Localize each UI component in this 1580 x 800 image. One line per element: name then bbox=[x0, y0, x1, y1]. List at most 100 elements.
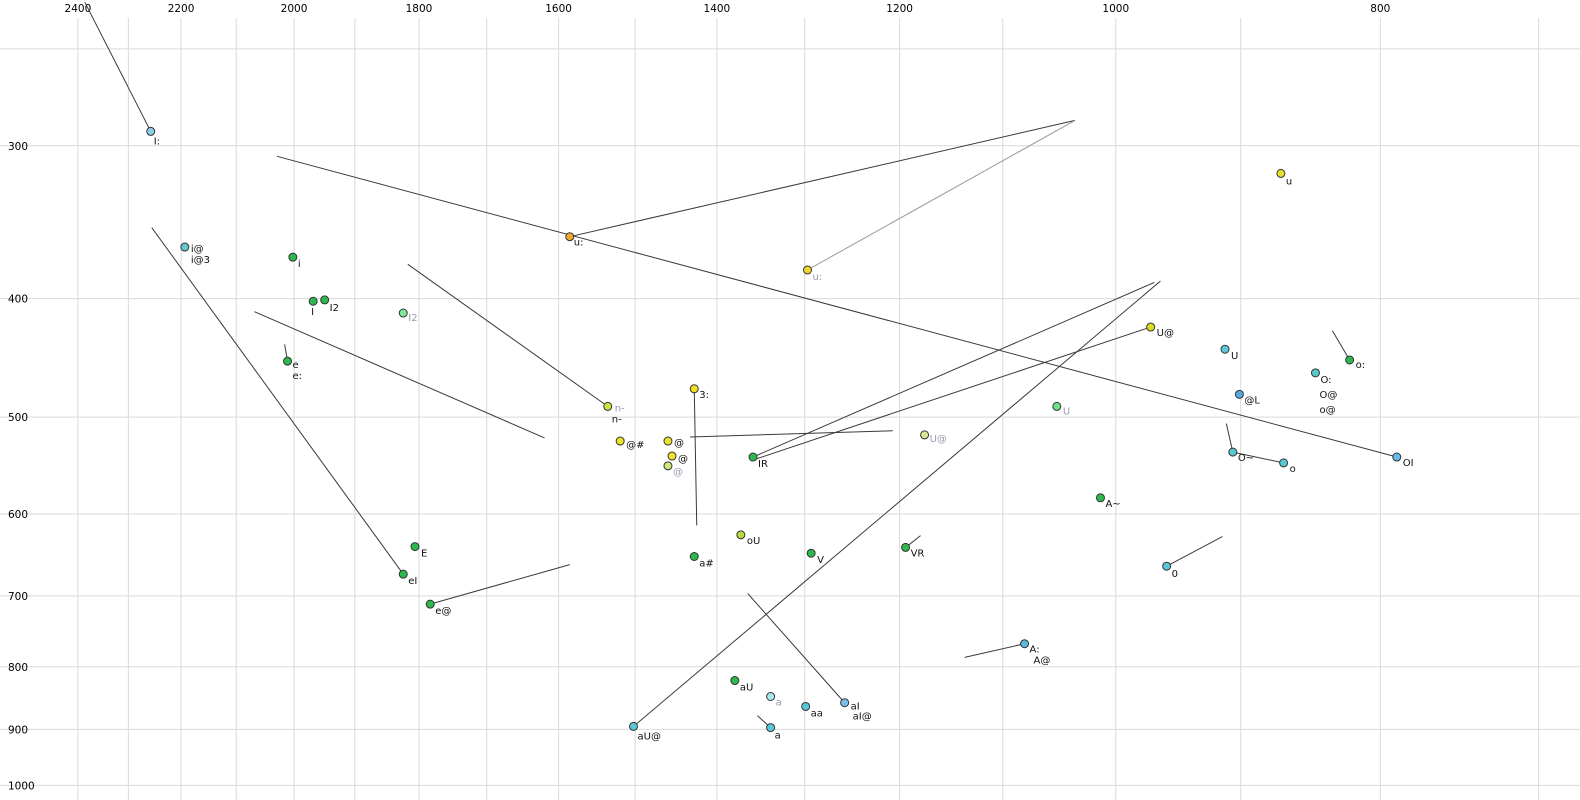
vowel-point-label: aU@ bbox=[638, 731, 661, 742]
vowel-point-label: U bbox=[1231, 351, 1238, 362]
vowel-point bbox=[748, 452, 758, 462]
vowel-point-label: @ bbox=[678, 454, 688, 465]
vowel-point bbox=[410, 542, 420, 552]
vowel-point-label: O: bbox=[1320, 375, 1331, 386]
vowel-point bbox=[629, 721, 639, 731]
x-tick-label: 1000 bbox=[1102, 3, 1129, 15]
trajectory-line bbox=[693, 388, 698, 526]
vowel-point bbox=[736, 530, 746, 540]
vowel-point-label: e@ bbox=[435, 606, 451, 617]
vowel-point-label: @ bbox=[673, 467, 683, 478]
vowel-point bbox=[667, 451, 677, 461]
vowel-point-label: O@ bbox=[1319, 390, 1337, 401]
vowel-point bbox=[1020, 639, 1030, 649]
x-tick-label: 1200 bbox=[886, 3, 913, 15]
trajectory-line bbox=[1166, 536, 1223, 567]
vowel-point-label: A~ bbox=[1105, 499, 1120, 510]
vowel-point bbox=[283, 356, 293, 366]
vowel-point bbox=[806, 548, 816, 558]
y-tick-label: 500 bbox=[8, 412, 28, 424]
vowel-point-label: e: bbox=[293, 371, 303, 382]
x-tick-label: 2200 bbox=[168, 3, 195, 15]
vowel-point-label: @ bbox=[674, 438, 684, 449]
vowel-point-label: A@ bbox=[1034, 656, 1051, 667]
y-tick-label: 1000 bbox=[8, 780, 35, 792]
x-tick-label: 1400 bbox=[704, 3, 731, 15]
vowel-point bbox=[1162, 561, 1172, 571]
vowel-point bbox=[288, 252, 298, 262]
vowel-point-label: VR bbox=[911, 548, 925, 559]
trajectory-line bbox=[964, 643, 1025, 658]
vowel-point-label: i@ bbox=[191, 244, 204, 255]
vowel-point-label: eI bbox=[408, 576, 417, 587]
vowel-point bbox=[689, 551, 699, 561]
trajectory-line bbox=[1225, 423, 1234, 453]
vowel-point-label: a# bbox=[699, 558, 714, 569]
vowel-point bbox=[730, 676, 740, 686]
vowel-point-label: V bbox=[817, 555, 824, 566]
trajectory-line bbox=[84, 2, 152, 132]
vowel-point-label: u: bbox=[574, 238, 584, 249]
vowel-point-label: 0 bbox=[1172, 569, 1178, 580]
vowel-point bbox=[766, 691, 776, 701]
vowel-point bbox=[1392, 452, 1402, 462]
vowel-point bbox=[801, 701, 811, 711]
vowel-point bbox=[1052, 401, 1062, 411]
x-tick-label: 1600 bbox=[545, 3, 572, 15]
trajectory-line bbox=[1331, 330, 1351, 361]
trajectory-line bbox=[151, 227, 404, 575]
vowel-point-label: e bbox=[293, 360, 299, 371]
trajectory-line bbox=[752, 326, 1151, 461]
vowel-point-label: aI bbox=[851, 702, 860, 713]
vowel-point bbox=[689, 384, 699, 394]
trajectory-line bbox=[807, 119, 1076, 271]
y-tick-label: 800 bbox=[8, 662, 28, 674]
vowel-point-label: I bbox=[311, 307, 314, 318]
trajectory-line bbox=[254, 311, 545, 439]
vowel-point bbox=[320, 295, 330, 305]
vowel-point-label: n- bbox=[612, 414, 622, 425]
y-tick-label: 400 bbox=[8, 294, 28, 306]
vowel-point bbox=[1345, 355, 1355, 365]
vowel-point bbox=[1095, 493, 1105, 503]
vowel-point-label: a bbox=[775, 731, 781, 742]
vowel-point bbox=[1276, 168, 1286, 178]
vowel-point bbox=[802, 265, 812, 275]
vowel-point-label: aI@ bbox=[853, 712, 872, 723]
vowel-point bbox=[1228, 447, 1238, 457]
vowel-point-label: A: bbox=[1030, 645, 1040, 656]
vowel-point bbox=[901, 542, 911, 552]
vowel-point-label: i bbox=[298, 259, 301, 270]
vowel-point bbox=[398, 308, 408, 318]
vowel-point bbox=[603, 401, 613, 411]
trajectory-line bbox=[569, 119, 1076, 238]
vowel-point bbox=[663, 461, 673, 471]
vowel-point bbox=[146, 126, 156, 136]
vowel-point bbox=[663, 436, 673, 446]
vowel-point bbox=[1310, 368, 1320, 378]
vowel-point-label: o@ bbox=[1319, 405, 1335, 416]
vowel-point-label: aa bbox=[811, 708, 823, 719]
trajectory-line bbox=[633, 280, 1161, 727]
x-tick-label: 800 bbox=[1370, 3, 1390, 15]
vowel-point-label: OI bbox=[1403, 458, 1414, 469]
vowel-point-label: I2 bbox=[408, 313, 417, 324]
vowel-point bbox=[1279, 458, 1289, 468]
vowel-point bbox=[425, 599, 435, 609]
vowel-point-label: IR bbox=[758, 459, 768, 470]
vowel-point-label: a bbox=[776, 697, 782, 708]
trajectory-line bbox=[690, 430, 893, 438]
x-tick-label: 1800 bbox=[406, 3, 433, 15]
y-tick-label: 900 bbox=[8, 724, 28, 736]
vowel-point-label: U@ bbox=[1157, 328, 1174, 339]
vowel-point bbox=[398, 569, 408, 579]
vowel-point bbox=[308, 296, 318, 306]
x-tick-label: 2000 bbox=[281, 3, 308, 15]
vowel-point bbox=[565, 232, 575, 242]
vowel-point-label: o: bbox=[1356, 360, 1366, 371]
vowel-point-label: U@ bbox=[930, 434, 947, 445]
vowel-point bbox=[766, 723, 776, 733]
vowel-point-label: I: bbox=[154, 136, 160, 147]
vowel-point-label: @# bbox=[626, 440, 644, 451]
